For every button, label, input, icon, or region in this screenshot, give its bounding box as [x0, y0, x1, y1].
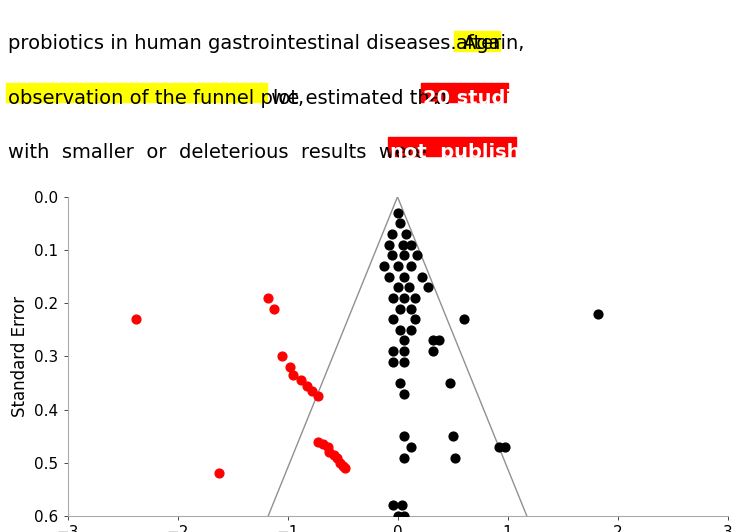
- Point: [394, 219, 406, 228]
- Point: [387, 347, 399, 355]
- Point: [339, 464, 351, 472]
- Point: [387, 501, 399, 510]
- Point: [295, 376, 307, 385]
- Point: [444, 379, 456, 387]
- Point: [392, 209, 404, 217]
- Point: [493, 443, 505, 451]
- Text: not  published.: not published.: [390, 143, 555, 162]
- Point: [331, 453, 343, 462]
- Y-axis label: Standard Error: Standard Error: [10, 296, 28, 417]
- Point: [334, 459, 346, 467]
- Point: [433, 336, 445, 345]
- Point: [398, 389, 410, 398]
- Text: probiotics in human gastrointestinal diseases. Again,: probiotics in human gastrointestinal dis…: [8, 35, 531, 53]
- Point: [268, 304, 280, 313]
- Point: [448, 453, 460, 462]
- Point: [398, 512, 410, 520]
- Point: [403, 283, 415, 292]
- Text: observation of the funnel plot,: observation of the funnel plot,: [8, 88, 304, 107]
- Point: [411, 251, 423, 260]
- Point: [398, 272, 410, 281]
- Point: [387, 358, 399, 366]
- Point: [422, 283, 434, 292]
- Point: [416, 272, 428, 281]
- Point: [392, 283, 404, 292]
- Point: [323, 448, 335, 456]
- Point: [398, 347, 410, 355]
- Point: [392, 262, 404, 270]
- Point: [312, 392, 324, 401]
- Point: [316, 440, 328, 448]
- Point: [287, 371, 299, 379]
- Point: [262, 294, 274, 302]
- Point: [284, 363, 296, 371]
- Point: [337, 461, 349, 470]
- Point: [405, 326, 417, 334]
- Point: [409, 294, 421, 302]
- Point: [427, 336, 439, 345]
- FancyBboxPatch shape: [421, 82, 508, 102]
- Point: [394, 379, 406, 387]
- Point: [382, 240, 394, 249]
- Point: [427, 347, 439, 355]
- Text: 20 studies: 20 studies: [423, 88, 537, 107]
- Text: with  smaller  or  deleterious  results  were: with smaller or deleterious results were: [8, 143, 433, 162]
- Point: [398, 336, 410, 345]
- Point: [592, 310, 604, 318]
- Point: [398, 453, 410, 462]
- Text: we estimated that: we estimated that: [266, 88, 456, 107]
- Point: [400, 230, 412, 238]
- Point: [328, 451, 340, 459]
- Point: [382, 272, 394, 281]
- Point: [386, 230, 398, 238]
- Point: [302, 381, 313, 390]
- Point: [392, 512, 404, 520]
- Point: [398, 358, 410, 366]
- Point: [322, 443, 334, 451]
- FancyBboxPatch shape: [454, 31, 500, 51]
- Point: [500, 443, 512, 451]
- Point: [312, 437, 324, 446]
- Point: [276, 352, 288, 361]
- FancyBboxPatch shape: [388, 137, 516, 156]
- Point: [398, 294, 410, 302]
- FancyBboxPatch shape: [6, 82, 267, 102]
- Point: [387, 294, 399, 302]
- Point: [397, 240, 409, 249]
- Point: [409, 315, 421, 323]
- Point: [398, 251, 410, 260]
- Point: [378, 262, 390, 270]
- Point: [386, 251, 398, 260]
- Point: [396, 501, 408, 510]
- Point: [213, 469, 225, 478]
- Point: [446, 432, 458, 440]
- Point: [394, 304, 406, 313]
- Point: [405, 304, 417, 313]
- Point: [405, 443, 417, 451]
- Point: [394, 326, 406, 334]
- Point: [405, 262, 417, 270]
- Point: [405, 240, 417, 249]
- Text: after: after: [456, 35, 503, 53]
- Point: [387, 315, 399, 323]
- Point: [458, 315, 470, 323]
- Point: [130, 315, 142, 323]
- Point: [306, 387, 318, 395]
- Point: [398, 432, 410, 440]
